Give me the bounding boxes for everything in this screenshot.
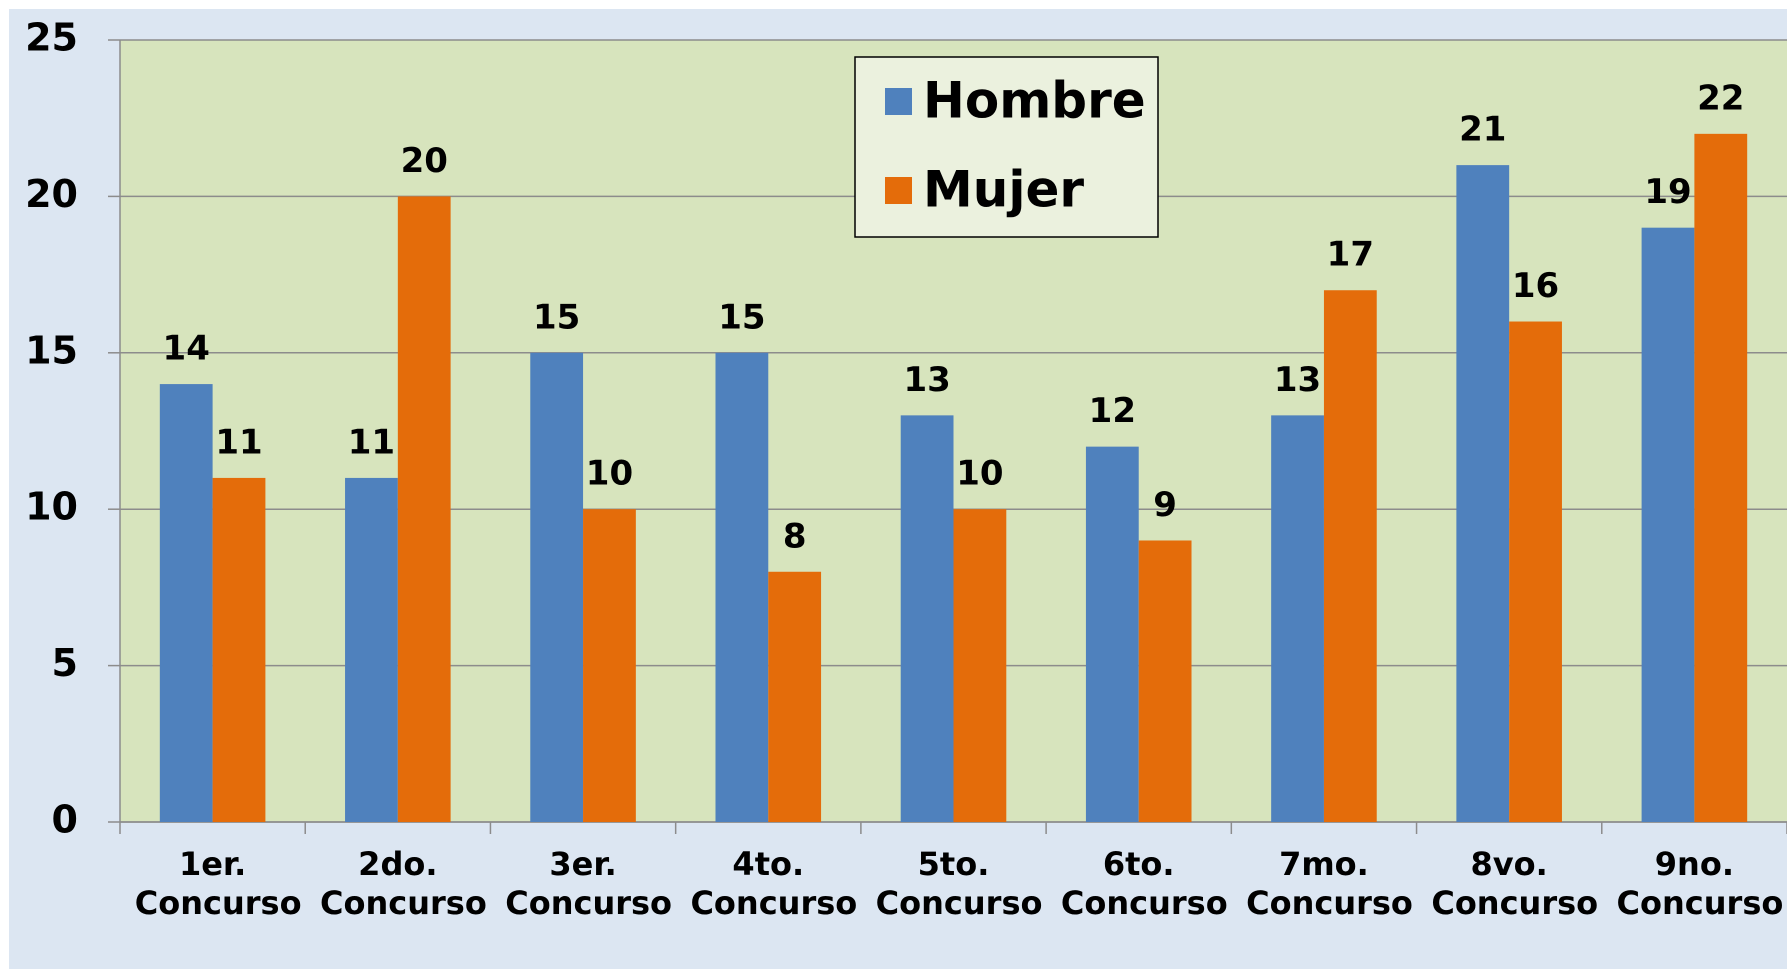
x-tick-label: 3er. Concurso [494,845,672,922]
x-tick-label: 5to. Concurso [865,845,1043,922]
legend-swatch [885,88,912,115]
bar [583,509,636,822]
data-label: 12 [1089,391,1136,431]
x-tick-label: 6to. Concurso [1050,845,1228,922]
data-label: 20 [401,141,448,181]
legend-swatch [885,177,912,204]
data-label: 9 [1153,485,1177,525]
x-tick-label: 1er. Concurso [124,845,302,922]
bar [1456,165,1510,822]
y-tick-label: 10 [25,485,78,529]
y-tick-label: 0 [52,798,78,842]
y-tick-label: 25 [25,16,78,60]
bar [715,352,769,822]
bar [900,415,954,822]
x-tick-label: 9no. Concurso [1605,845,1783,922]
bar [1694,133,1748,823]
data-label: 17 [1327,235,1374,275]
y-tick-label: 15 [25,328,78,372]
x-tick-label: 8vo. Concurso [1420,845,1598,922]
bar [397,196,451,822]
x-tick-label: 7mo. Concurso [1235,845,1413,922]
data-label: 19 [1644,172,1691,212]
data-label: 15 [718,297,765,337]
bar [1085,446,1139,822]
x-tick-label: 2do. Concurso [309,845,487,922]
data-label: 21 [1459,110,1506,150]
data-label: 14 [163,329,210,369]
data-label: 11 [215,422,262,462]
bar [768,571,822,822]
legend-label: Mujer [923,161,1084,219]
data-label: 10 [586,454,633,494]
legend-label: Hombre [923,72,1146,130]
legend-box [854,56,1159,238]
bar [953,509,1007,822]
data-label: 16 [1512,266,1559,306]
data-label: 15 [533,297,580,337]
bar [530,352,584,822]
data-label: 13 [1274,360,1321,400]
data-label: 10 [956,454,1003,494]
data-label: 22 [1697,78,1744,118]
bar [1271,415,1324,822]
data-label: 11 [348,422,395,462]
data-label: 8 [783,516,807,556]
bar [1138,540,1192,822]
x-tick-label: 4to. Concurso [679,845,857,922]
bar [159,384,213,822]
bar [345,477,398,822]
bar [1509,321,1562,822]
bar [212,477,266,822]
bar [1323,290,1377,822]
y-tick-label: 5 [52,641,78,685]
bar [1641,227,1695,822]
y-tick-label: 20 [25,172,78,216]
data-label: 13 [903,360,950,400]
